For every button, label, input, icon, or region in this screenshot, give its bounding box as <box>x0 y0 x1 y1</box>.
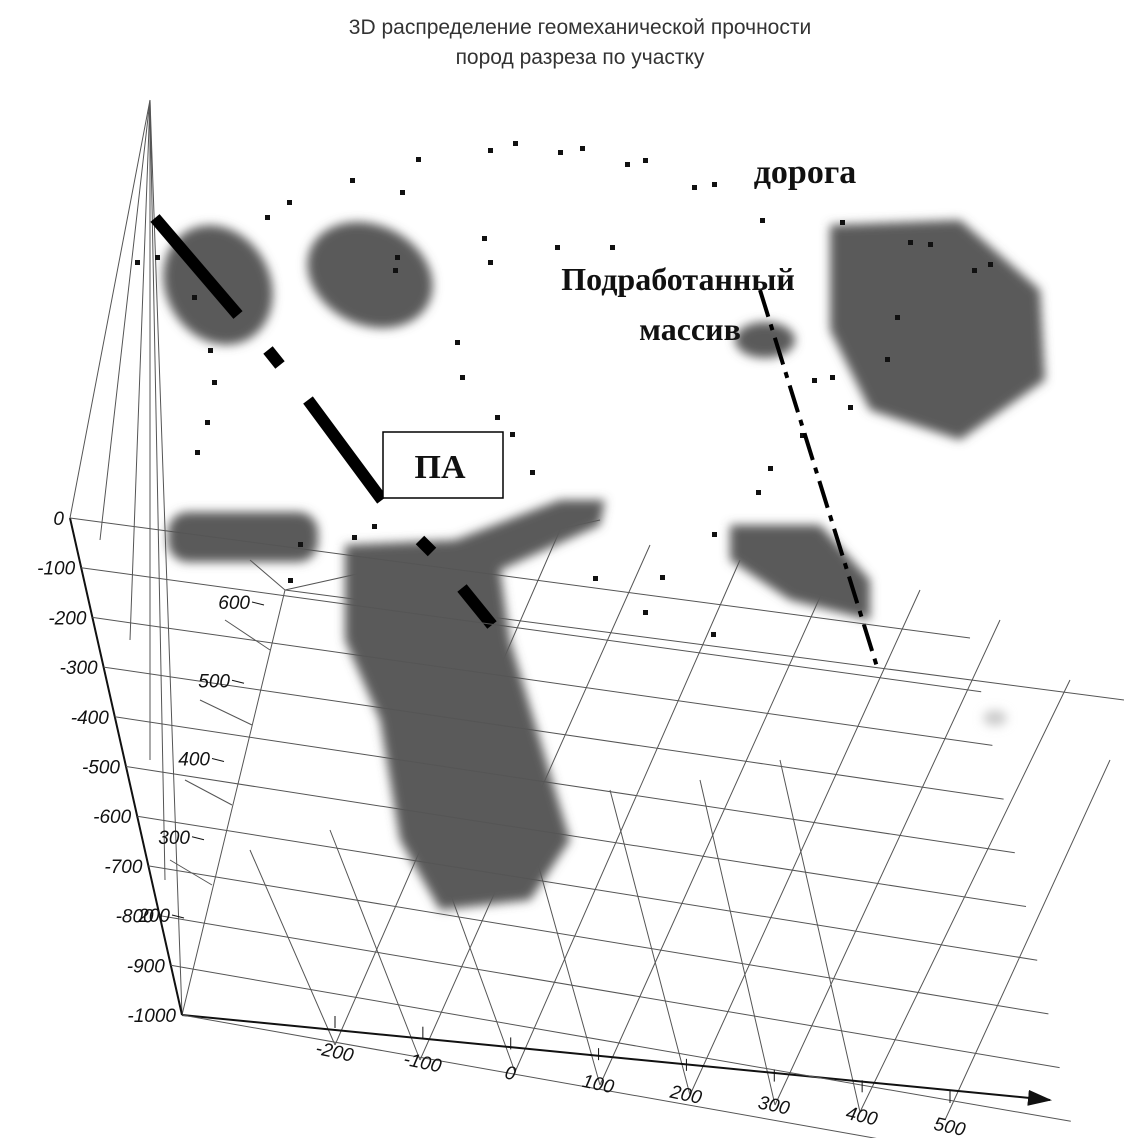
y-tick-label: 400 <box>178 750 210 771</box>
annotation: массив <box>639 311 741 347</box>
annotation: Подработанный <box>561 261 795 297</box>
x-tick-label: 200 <box>667 1082 704 1109</box>
section-lines <box>150 214 880 671</box>
annotation: ПА <box>415 449 466 486</box>
z-tick-label: -200 <box>48 608 86 629</box>
z-tick-label: -600 <box>93 807 131 828</box>
grid-line <box>69 517 971 639</box>
z-tick-label: 0 <box>53 509 64 530</box>
tick-mark <box>191 836 205 841</box>
volume-bodies <box>163 220 1045 910</box>
grid-line <box>114 716 1015 854</box>
y-tick-label: 200 <box>137 906 170 927</box>
z-tick-label: -100 <box>37 559 75 580</box>
z-tick-label: -300 <box>60 658 98 679</box>
grid-line <box>159 915 1060 1069</box>
grid-line <box>125 766 1027 907</box>
grid-line <box>148 865 1049 1015</box>
x-tick-label: 100 <box>580 1071 616 1098</box>
grid-line <box>181 1014 877 1138</box>
label-box <box>382 431 504 499</box>
x-tick-label: 500 <box>932 1114 968 1138</box>
annotation: дорога <box>754 154 857 191</box>
grid-line <box>92 616 993 746</box>
tick-mark <box>231 679 245 684</box>
x-tick-label: 400 <box>844 1103 880 1130</box>
chart-title: 3D распределение геомеханической прочнос… <box>349 16 811 39</box>
z-tick-label: -700 <box>104 857 142 878</box>
z-tick-label: -900 <box>127 956 165 977</box>
x-tick-label: -200 <box>314 1038 356 1067</box>
x-axis <box>181 1014 1052 1106</box>
chart-title: пород разреза по участку <box>456 46 705 69</box>
z-tick-label: -800 <box>116 907 154 928</box>
sample-points <box>135 141 993 637</box>
z-tick-label: -400 <box>71 708 109 729</box>
grid-line <box>81 567 982 693</box>
z-tick-label: -1000 <box>127 1006 176 1027</box>
tick-mark <box>211 758 225 762</box>
tick-mark <box>251 601 265 606</box>
y-tick-label: 300 <box>158 828 190 849</box>
grid-line <box>137 815 1038 961</box>
grid-line <box>170 964 1071 1122</box>
grid-line <box>103 666 1004 800</box>
y-tick-label: 500 <box>198 671 230 692</box>
x-tick-label: -100 <box>402 1049 444 1078</box>
x-tick-label: 300 <box>756 1092 792 1119</box>
y-tick-label: 600 <box>218 593 250 614</box>
tick-mark <box>171 914 185 919</box>
x-tick-label: 0 <box>503 1063 518 1086</box>
z-tick-label: -500 <box>82 758 120 779</box>
